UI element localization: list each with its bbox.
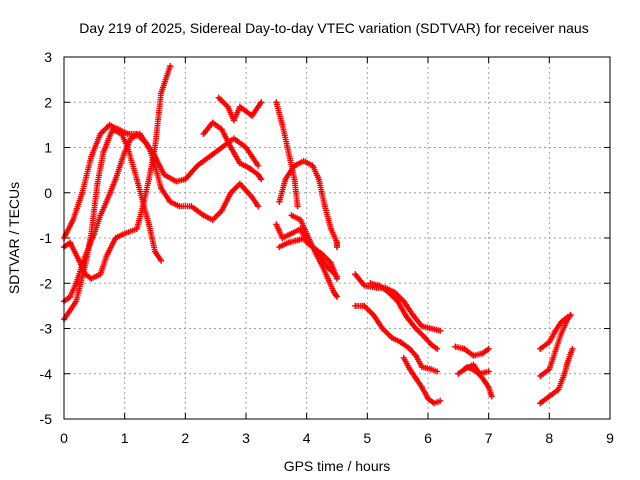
y-tick-label: 3 bbox=[44, 49, 52, 65]
y-tick-label: -3 bbox=[40, 321, 53, 337]
data-series-16 bbox=[452, 344, 491, 359]
data-series-trace bbox=[367, 280, 440, 352]
x-tick-label: 0 bbox=[60, 430, 68, 446]
data-series-trace bbox=[201, 120, 265, 183]
data-series-5 bbox=[201, 120, 265, 183]
axis-ticks: 0 1 2 3 4 5 6 7 8 9 -5 -4 -3 -2 -1 0 1 2 3 bbox=[40, 49, 615, 446]
y-tick-label: 1 bbox=[44, 140, 52, 156]
data-series-trace bbox=[273, 99, 300, 209]
x-axis-label: GPS time / hours bbox=[284, 458, 391, 474]
y-tick-label: 0 bbox=[44, 185, 52, 201]
x-tick-label: 3 bbox=[242, 430, 250, 446]
y-tick-label: -2 bbox=[40, 275, 53, 291]
chart-title: Day 219 of 2025, Sidereal Day-to-day VTE… bbox=[79, 20, 588, 36]
x-tick-label: 2 bbox=[181, 430, 189, 446]
x-tick-label: 9 bbox=[606, 430, 614, 446]
data-series-trace bbox=[216, 95, 265, 124]
data-series-7 bbox=[273, 99, 300, 209]
x-tick-label: 1 bbox=[121, 430, 129, 446]
y-tick-label: 2 bbox=[44, 94, 52, 110]
y-tick-label: -1 bbox=[40, 230, 53, 246]
x-tick-label: 8 bbox=[545, 430, 553, 446]
y-tick-label: -4 bbox=[40, 366, 53, 382]
data-series-6 bbox=[216, 95, 265, 124]
data-points bbox=[61, 63, 575, 406]
x-tick-label: 6 bbox=[424, 430, 432, 446]
data-series-trace bbox=[452, 344, 491, 359]
x-tick-label: 4 bbox=[303, 430, 311, 446]
y-tick-label: -5 bbox=[40, 411, 53, 427]
x-tick-label: 5 bbox=[363, 430, 371, 446]
data-series-13 bbox=[367, 280, 440, 352]
y-axis-label: SDTVAR / TECUs bbox=[6, 182, 22, 294]
x-tick-label: 7 bbox=[485, 430, 493, 446]
